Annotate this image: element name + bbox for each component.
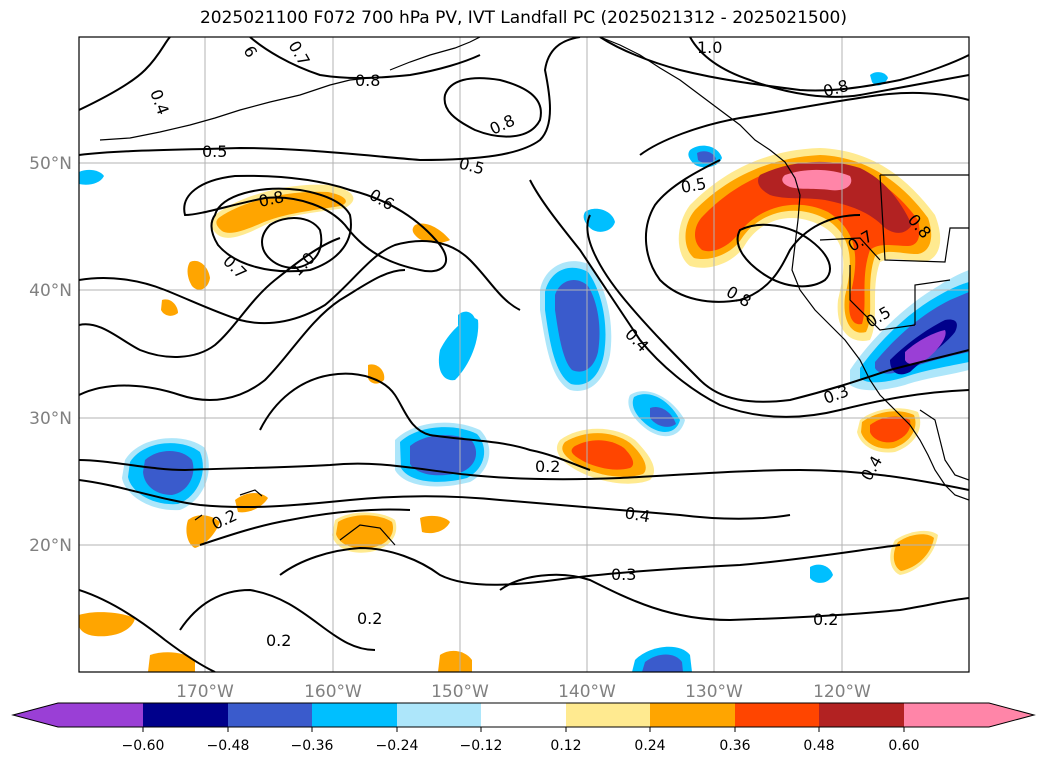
colorbar-extend-left — [13, 703, 58, 727]
colorbar-segment — [397, 703, 481, 727]
colorbar-tick-label: −0.60 — [122, 738, 165, 754]
lon-label: 160°W — [304, 682, 362, 702]
lon-label: 150°W — [431, 682, 489, 702]
lat-label: 30°N — [29, 409, 72, 429]
contour-label: 0.8 — [723, 282, 755, 311]
coastlines — [99, 37, 969, 546]
contour-label: 0.7 — [285, 38, 314, 70]
contour-label: 0.4 — [146, 87, 173, 117]
contour-labels: 0.4 6 0.7 0.8 0.8 1.0 0.8 0.5 0.5 0.5 0.… — [146, 38, 935, 651]
colorbar-tick-label: 0.48 — [803, 738, 834, 754]
lon-label: 170°W — [176, 682, 234, 702]
colorbar-tick-label: −0.24 — [376, 738, 419, 754]
colorbar: −0.60 −0.48 −0.36 −0.24 −0.12 0.12 0.24 … — [11, 702, 1036, 754]
colorbar-tick-label: 0.12 — [550, 738, 581, 754]
map-title: 2025021100 F072 700 hPa PV, IVT Landfall… — [199, 8, 847, 28]
lat-label: 40°N — [29, 281, 72, 301]
contour-label: 0.5 — [679, 174, 707, 197]
contour-label: 0.4 — [623, 503, 651, 526]
colorbar-segment — [481, 703, 566, 727]
contour-label: 0.4 — [857, 452, 886, 484]
contour-label: 0.2 — [813, 610, 838, 629]
contour-label: 0.2 — [357, 609, 382, 628]
contour-label: 0.8 — [257, 187, 286, 211]
contour-label: 1.0 — [697, 38, 722, 57]
pv-contours — [79, 37, 969, 672]
colorbar-segment — [143, 703, 228, 727]
contour-label: 0.2 — [266, 631, 291, 650]
colorbar-tick-label: −0.36 — [291, 738, 334, 754]
contour-label: 0.7 — [219, 251, 250, 282]
colorbar-segment — [566, 703, 650, 727]
colorbar-segment — [312, 703, 397, 727]
contour-label: 0.6 — [366, 185, 398, 214]
lon-label: 130°W — [685, 682, 743, 702]
contour-label: 0.2 — [535, 457, 560, 476]
lon-label: 140°W — [558, 682, 616, 702]
longitude-labels: 170°W 160°W 150°W 140°W 130°W 120°W — [176, 682, 871, 702]
lat-label: 50°N — [29, 154, 72, 174]
colorbar-segment — [228, 703, 312, 727]
colorbar-tick-label: 0.24 — [634, 738, 665, 754]
colorbar-tick-label: 0.36 — [719, 738, 750, 754]
graticule — [79, 37, 969, 672]
shaded-anomalies — [79, 72, 969, 672]
contour-label: 0.8 — [355, 71, 380, 90]
colorbar-tick-label: −0.48 — [207, 738, 250, 754]
colorbar-tick-label: 0.60 — [888, 738, 919, 754]
contour-label: 0.3 — [611, 565, 636, 584]
contour-label: 6 — [240, 43, 262, 61]
colorbar-segment — [904, 703, 989, 727]
contour-label: 0.5 — [202, 142, 227, 161]
contour-label: 0.4 — [621, 324, 652, 355]
lon-label: 120°W — [813, 682, 871, 702]
colorbar-segment — [819, 703, 904, 727]
contour-label: 1.0 — [287, 248, 318, 279]
colorbar-segment — [650, 703, 735, 727]
colorbar-segment — [735, 703, 819, 727]
colorbar-tick-label: −0.12 — [460, 738, 503, 754]
colorbar-extend-right — [989, 703, 1034, 727]
colorbar-segment — [58, 703, 143, 727]
contour-label: 0.3 — [821, 381, 851, 408]
lat-label: 20°N — [29, 536, 72, 556]
latitude-labels: 50°N 40°N 30°N 20°N — [29, 154, 72, 556]
colorbar-outline — [11, 702, 1036, 728]
plot-frame — [78, 36, 970, 673]
